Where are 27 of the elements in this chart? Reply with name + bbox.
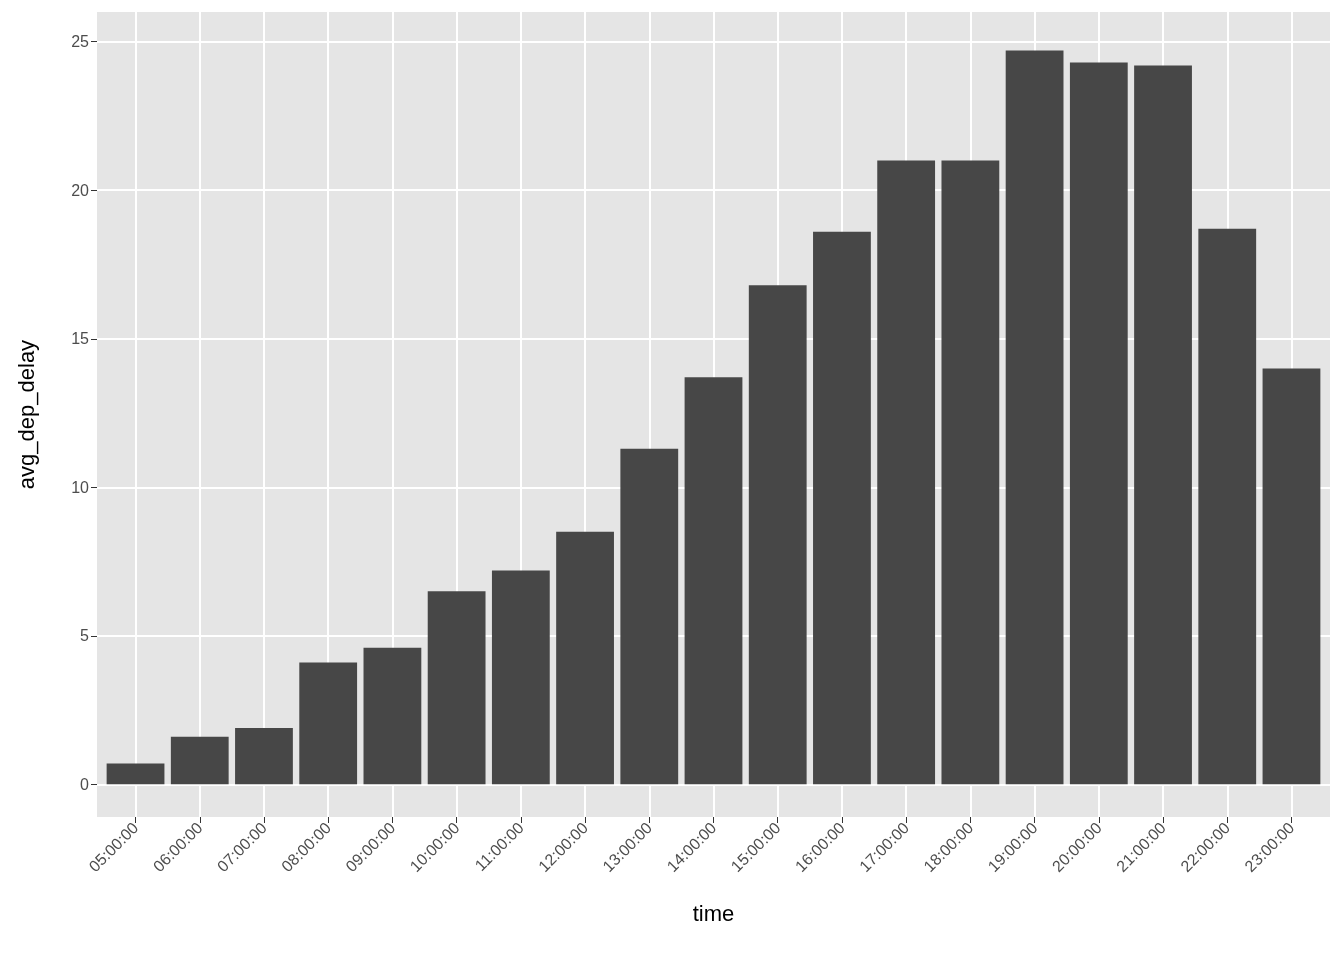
bar xyxy=(170,736,229,785)
bar xyxy=(620,448,679,785)
bar xyxy=(1005,50,1064,785)
y-tick-label: 10 xyxy=(71,478,90,496)
bar xyxy=(684,377,743,785)
y-tick-label: 25 xyxy=(71,33,90,51)
bar xyxy=(427,591,486,785)
bar xyxy=(106,763,165,785)
bar xyxy=(491,570,550,785)
y-tick-label: 15 xyxy=(71,330,90,348)
bar xyxy=(748,285,807,785)
bar xyxy=(1069,62,1128,785)
y-axis-title: avg_dep_delay xyxy=(13,339,39,490)
bar xyxy=(556,531,614,785)
x-axis-title: time xyxy=(692,900,735,926)
y-tick-label: 5 xyxy=(80,627,90,645)
bar xyxy=(1134,65,1192,785)
bar xyxy=(235,727,293,785)
bar xyxy=(813,231,871,785)
bar xyxy=(1198,228,1257,785)
bar xyxy=(363,647,422,785)
bar xyxy=(877,160,936,785)
bar xyxy=(1262,368,1321,785)
y-tick-label: 20 xyxy=(71,181,90,199)
bar xyxy=(299,662,358,785)
y-tick-label: 0 xyxy=(80,775,90,793)
bar xyxy=(941,160,1000,785)
